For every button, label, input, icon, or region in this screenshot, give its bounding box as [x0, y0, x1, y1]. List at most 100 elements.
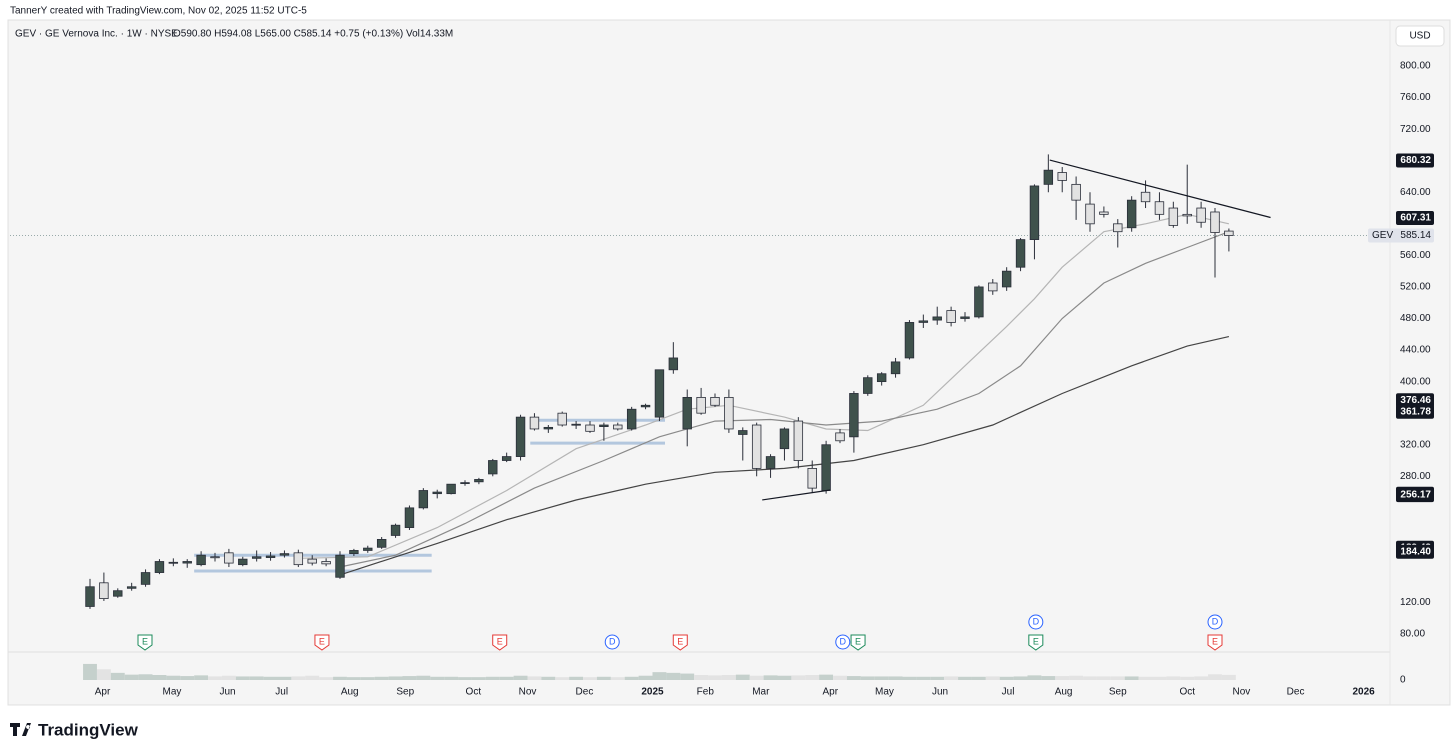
- candle-body: [960, 316, 970, 319]
- x-tick-label: Apr: [95, 687, 111, 698]
- candle-body: [182, 561, 192, 564]
- x-tick-label: Nov: [519, 687, 537, 698]
- x-tick-label: May: [162, 687, 181, 698]
- volume-bar: [1180, 676, 1195, 680]
- last-price-box: [1368, 228, 1434, 243]
- candle-body: [1001, 270, 1012, 288]
- volume-bar: [1166, 676, 1181, 680]
- volume-bar: [1083, 676, 1097, 680]
- x-tick-label: Oct: [466, 687, 482, 698]
- candle-body: [474, 479, 484, 483]
- volume-bar: [944, 676, 959, 680]
- event-marker: [1207, 634, 1223, 651]
- candle-body: [1099, 211, 1109, 215]
- candle-body: [279, 553, 290, 556]
- volume-bar: [805, 675, 820, 680]
- volume-bar: [388, 676, 403, 680]
- event-marker: [314, 634, 330, 651]
- volume-bar: [874, 676, 889, 680]
- candle-body: [696, 396, 706, 414]
- x-tick-label: Jun: [219, 687, 235, 698]
- x-tick-label: May: [875, 687, 894, 698]
- volume-bar: [1013, 676, 1028, 680]
- volume-bar: [374, 676, 389, 680]
- y-tick-label: 520.00: [1400, 282, 1431, 293]
- x-tick-label: Jun: [932, 687, 948, 698]
- candle-body: [1224, 230, 1234, 236]
- volume-bar: [666, 672, 681, 680]
- volume-bar: [596, 676, 611, 680]
- event-marker: [604, 634, 620, 650]
- candle-body: [376, 539, 387, 548]
- logo: TradingView: [10, 720, 139, 739]
- volume-bar: [138, 674, 153, 680]
- candle-body: [501, 456, 512, 461]
- volume-bar: [1096, 676, 1111, 680]
- volume-bar: [416, 675, 431, 680]
- volume-bar: [1152, 676, 1167, 680]
- volume-bar: [555, 677, 570, 680]
- volume-bar: [333, 676, 347, 680]
- candle-body: [974, 286, 984, 318]
- candle-body: [154, 561, 165, 573]
- candle-body: [1196, 207, 1206, 223]
- candle-body: [821, 444, 831, 491]
- y-tick-label: 720.00: [1400, 124, 1431, 135]
- candle-body: [1126, 199, 1137, 229]
- candle-body: [751, 424, 762, 469]
- event-marker: [850, 634, 866, 651]
- event-marker: [1207, 614, 1223, 630]
- candle-body: [904, 322, 915, 359]
- volume-bar: [902, 676, 917, 680]
- volume-bar: [819, 674, 834, 680]
- y-tick-label: 440.00: [1400, 345, 1431, 356]
- volume-bar: [221, 675, 236, 680]
- event-marker: [1028, 634, 1044, 651]
- candle-body: [779, 428, 790, 450]
- y-tick-label: 760.00: [1400, 92, 1431, 103]
- candle-body: [626, 408, 637, 430]
- volume-bar: [444, 676, 459, 680]
- candle-body: [1057, 172, 1067, 181]
- candle-body: [835, 432, 845, 442]
- volume-bar: [83, 663, 97, 680]
- volume-tick-label: 0: [1400, 675, 1406, 686]
- y-tick-label: 640.00: [1400, 187, 1431, 198]
- moving-average: [339, 336, 1230, 576]
- candle-body: [1210, 211, 1220, 233]
- volume-bar: [402, 676, 417, 680]
- price-label-box: [1396, 544, 1434, 559]
- ohlc: O590.80 H594.08 L565.00 C585.14 +0.75 (+…: [173, 29, 453, 40]
- candle-body: [640, 404, 651, 408]
- y-tick-label: 280.00: [1400, 471, 1431, 482]
- legend: GEV · GE Vernova Inc. · 1W · NYSE: [15, 29, 178, 40]
- volume-bar: [680, 673, 695, 680]
- volume-bar: [110, 672, 125, 680]
- candle-body: [1085, 203, 1095, 225]
- candle-body: [599, 424, 609, 427]
- candle-body: [682, 396, 692, 430]
- currency-button[interactable]: [1395, 25, 1445, 47]
- candle-body: [335, 554, 345, 578]
- candle-body: [265, 555, 276, 558]
- event-label: E: [319, 636, 325, 646]
- volume-bar: [527, 676, 542, 680]
- price-label-box: [1396, 393, 1434, 408]
- candle-body: [654, 369, 665, 418]
- y-tick-label: 320.00: [1400, 439, 1431, 450]
- x-tick-label: Mar: [752, 687, 770, 698]
- candle-body: [765, 456, 776, 469]
- event-label: D: [840, 636, 847, 646]
- event-label: D: [1212, 616, 1219, 626]
- volume-bar: [721, 675, 736, 680]
- x-tick-label: Apr: [822, 687, 838, 698]
- candle-body: [1071, 183, 1081, 201]
- candle-body: [432, 491, 442, 495]
- candle-body: [293, 552, 304, 566]
- candle-body: [543, 426, 554, 430]
- candle-body: [876, 373, 887, 383]
- volume-bar: [430, 676, 445, 680]
- volume-bar: [708, 675, 722, 680]
- currency[interactable]: USD: [1409, 31, 1430, 42]
- volume-bar: [763, 675, 778, 680]
